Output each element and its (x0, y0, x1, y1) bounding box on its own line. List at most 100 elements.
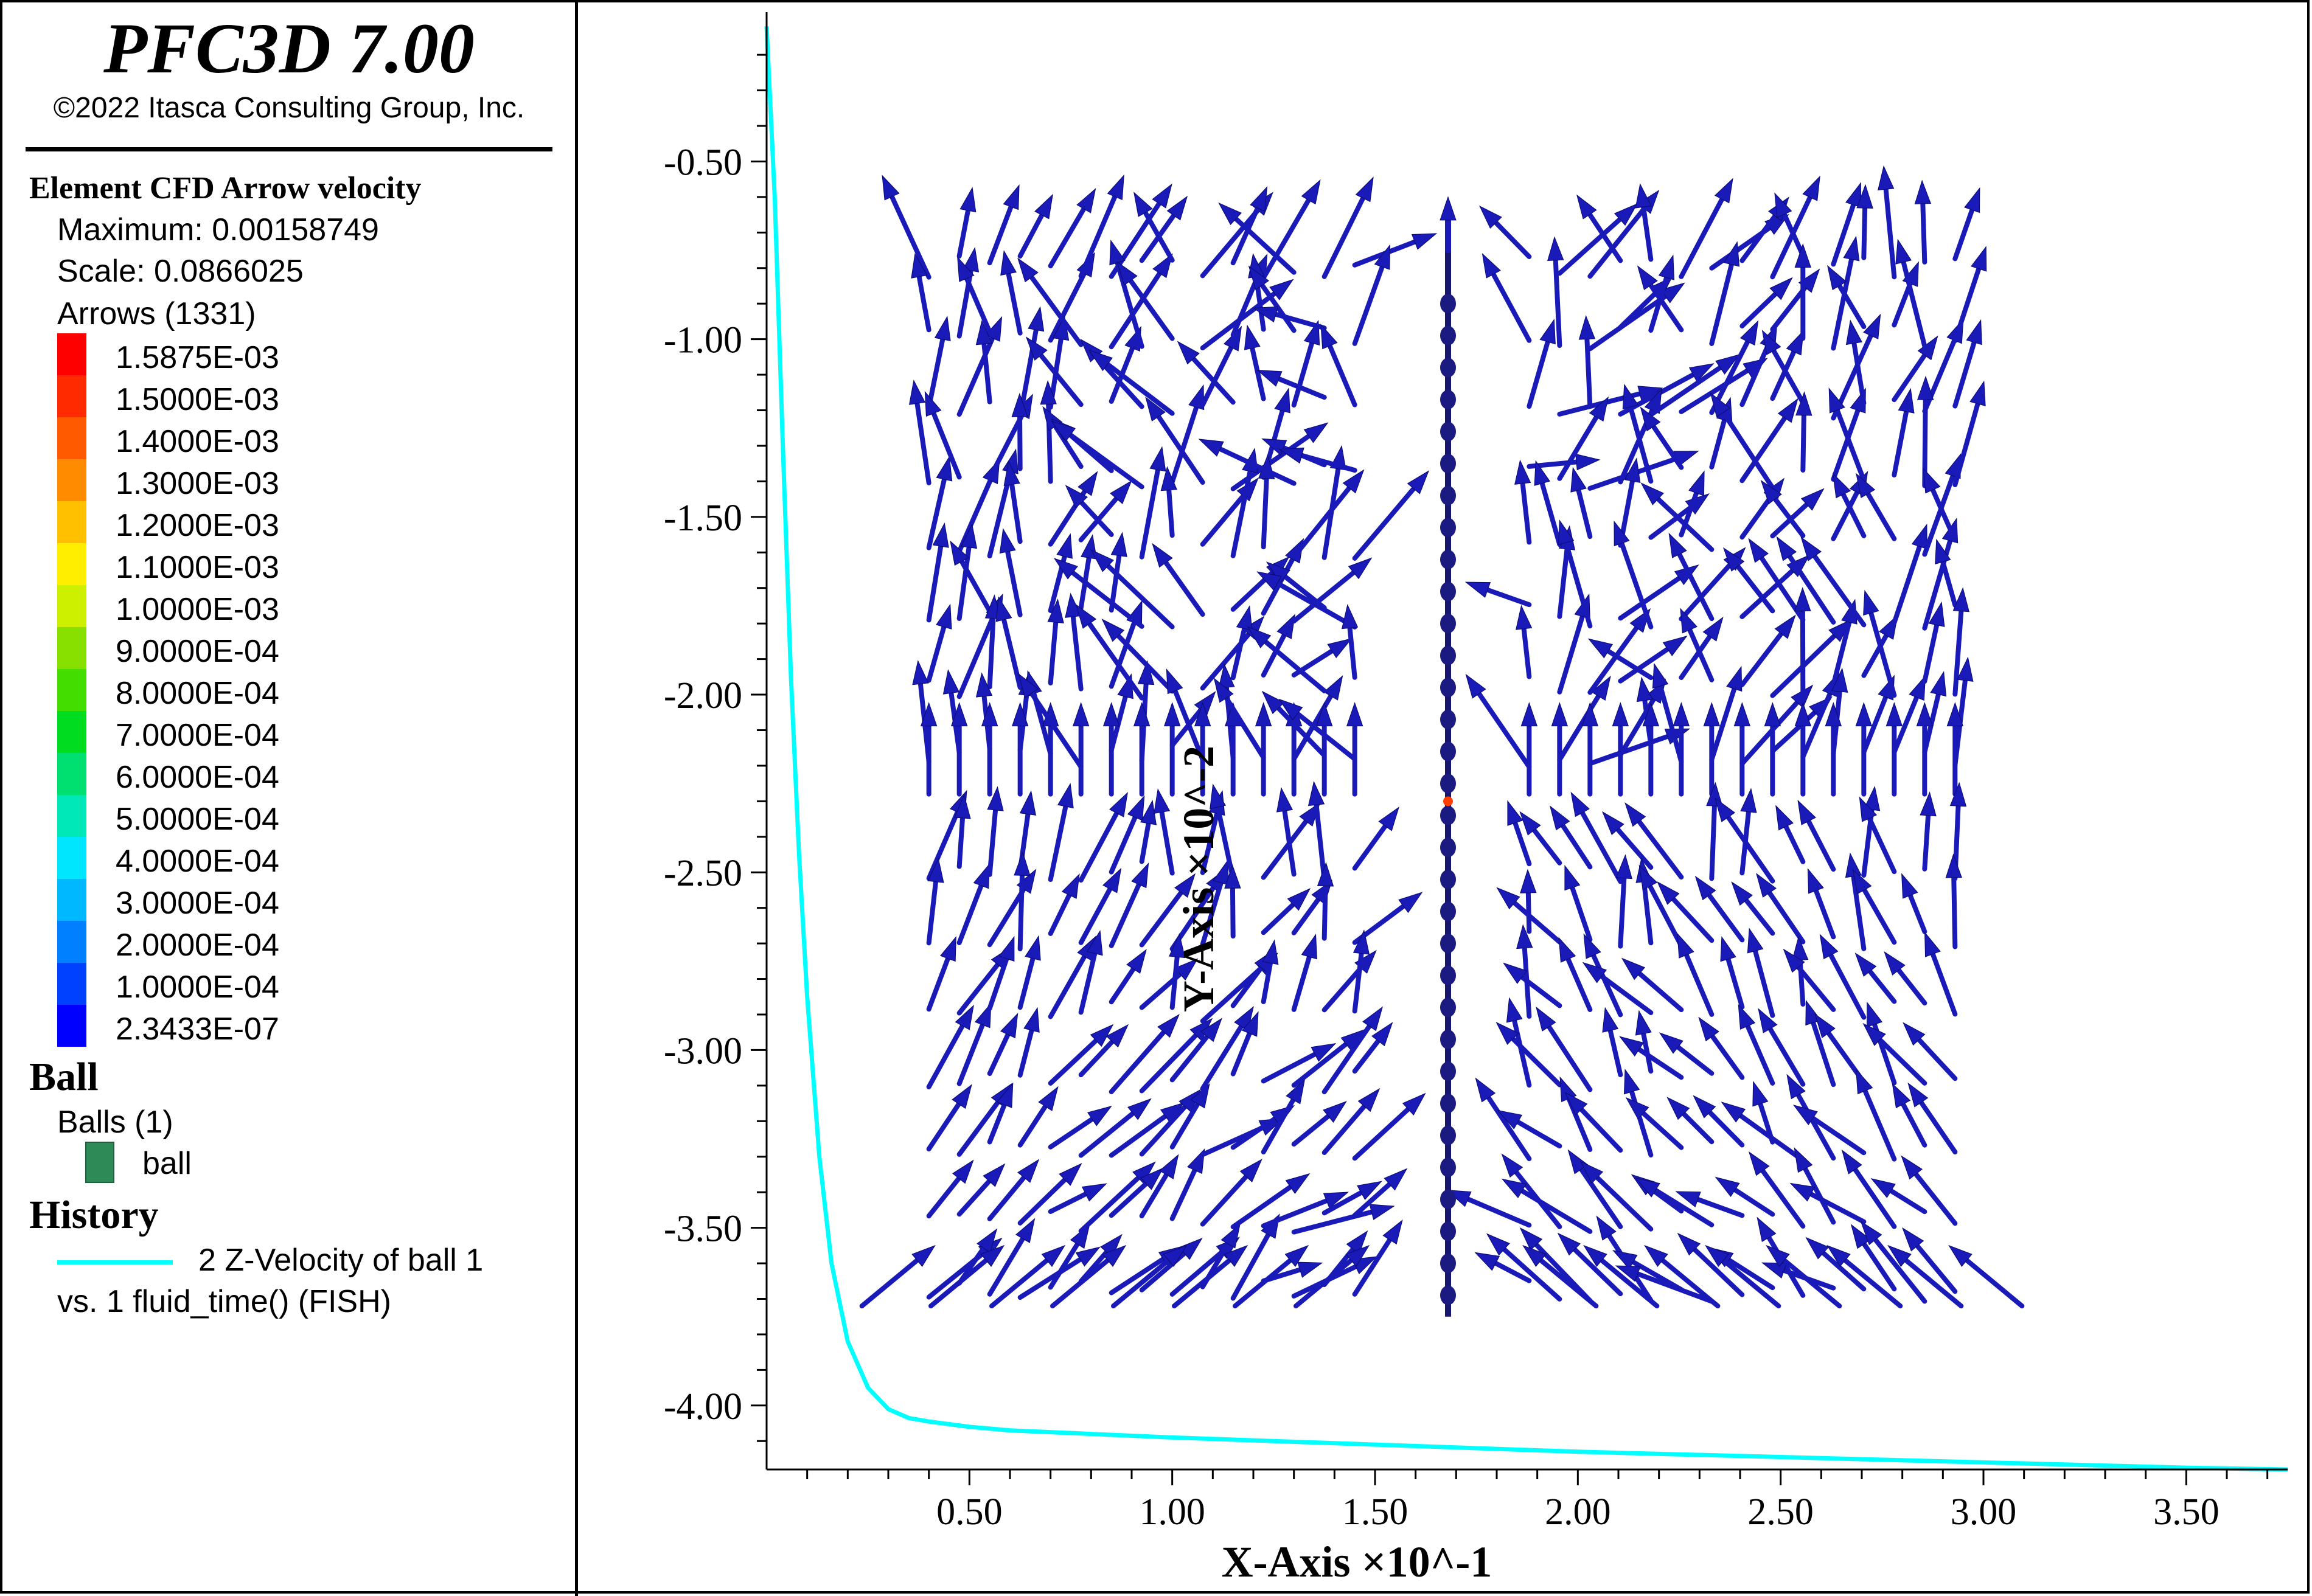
arrow-head (1152, 253, 1173, 279)
velocity-arrow (1252, 306, 1327, 331)
arrow-head (1266, 561, 1290, 583)
arrow-shaft (1760, 1168, 1806, 1229)
colorbar-label: 1.5875E-03 (116, 340, 279, 375)
velocity-arrow (1321, 1006, 1384, 1095)
arrow-head (1317, 862, 1334, 887)
velocity-arrow (1581, 702, 1599, 797)
arrow-shaft (1009, 482, 1023, 544)
arrow-head (1911, 523, 1927, 550)
arrow-head (1131, 862, 1149, 889)
velocity-arrow (1923, 468, 1958, 543)
arrow-shaft (1078, 1175, 1141, 1233)
arrow-shaft (1721, 410, 1775, 490)
arrow-head (1794, 243, 1811, 268)
velocity-arrow (1139, 1154, 1179, 1219)
velocity-arrow (1800, 536, 1867, 628)
arrow-head (1154, 788, 1171, 814)
arrow-head (1407, 470, 1430, 494)
arrow-section-title: Element CFD Arrow velocity (29, 171, 422, 206)
arrow-head (1075, 604, 1097, 629)
arrow-head (1850, 1224, 1872, 1249)
ball-count: Balls (1) (57, 1105, 173, 1140)
arrow-shaft (1865, 491, 1897, 541)
arrow-shaft (1743, 898, 1775, 936)
velocity-arrow (1903, 1022, 1958, 1081)
arrow-shaft (1230, 1030, 1252, 1077)
centerline-node (1440, 1125, 1456, 1145)
arrow-head (1198, 439, 1224, 457)
velocity-arrow (1198, 439, 1297, 486)
arrow-shaft (1048, 1192, 1088, 1214)
arrow-shaft (1842, 1258, 1903, 1309)
arrow-shaft (1261, 1052, 1318, 1084)
colorbar-label: 1.0000E-03 (116, 592, 279, 627)
arrow-maximum: Maximum: 0.00158749 (57, 212, 379, 248)
arrow-head (1776, 536, 1797, 561)
velocity-arrow (1668, 532, 1715, 622)
arrow-shaft (1048, 620, 1059, 685)
arrow-head (1758, 1008, 1778, 1033)
arrow-head (1581, 702, 1599, 727)
velocity-arrow (1133, 192, 1175, 263)
arrow-shaft (1837, 283, 1867, 330)
velocity-arrow (1317, 862, 1334, 941)
velocity-arrow (1261, 939, 1279, 1005)
velocity-arrow (975, 320, 993, 404)
arrow-head (1107, 174, 1124, 200)
velocity-arrow (1213, 678, 1266, 760)
velocity-arrow (1078, 534, 1098, 611)
arrow-shaft (1139, 1172, 1169, 1219)
velocity-arrow (1090, 549, 1175, 630)
arrow-shaft (1172, 1258, 1232, 1309)
arrow-count: Arrows (1331) (57, 296, 256, 331)
velocity-arrow (1072, 702, 1090, 797)
velocity-arrow (1109, 949, 1147, 1005)
arrow-head (1843, 235, 1860, 262)
colorbar-swatch (57, 963, 86, 1005)
arrow-shaft (1901, 259, 1927, 349)
velocity-arrow (1635, 1177, 1715, 1227)
arrow-shaft (1105, 361, 1175, 416)
arrow-head (1276, 787, 1294, 813)
arrow-shaft (1078, 194, 1118, 279)
arrow-head (1761, 1262, 1788, 1279)
velocity-arrow (1048, 471, 1098, 547)
arrow-head (1558, 519, 1575, 546)
arrow-head (1698, 1016, 1719, 1042)
velocity-arrow (1731, 881, 1775, 936)
arrow-head (1106, 1024, 1129, 1048)
arrow-shaft (1862, 887, 1897, 945)
velocity-arrow (1486, 1233, 1562, 1302)
colorbar-swatch (57, 669, 86, 711)
centerline-node (1440, 678, 1456, 698)
arrow-shaft (1800, 412, 1806, 473)
arrow-head (1867, 1001, 1883, 1028)
arrow-head (1152, 543, 1173, 568)
velocity-arrow (1218, 202, 1297, 275)
y-tick-label: -1.00 (664, 320, 742, 361)
arrow-shaft (1521, 626, 1532, 679)
velocity-arrow (1892, 1083, 1927, 1148)
arrow-head (1756, 873, 1777, 898)
velocity-arrow (1321, 949, 1377, 1013)
colorbar-label: 1.1000E-03 (116, 550, 279, 585)
arrow-head (1658, 254, 1675, 280)
arrow-head (1783, 948, 1805, 973)
arrow-shaft (1918, 1100, 1958, 1155)
colorbar-label: 6.0000E-04 (116, 760, 279, 795)
arrow-shaft (1802, 1166, 1836, 1225)
arrow-head (1668, 532, 1687, 558)
arrow-head (1675, 1191, 1701, 1207)
arrow-head (1315, 702, 1333, 727)
velocity-arrow (1757, 1216, 1806, 1298)
arrow-head (1384, 1168, 1408, 1191)
arrow-head (1723, 241, 1740, 267)
velocity-arrow (1261, 1043, 1337, 1084)
centerline-node (1440, 1094, 1456, 1114)
arrow-head (1901, 1155, 1923, 1180)
velocity-arrow (1694, 875, 1745, 943)
arrow-head (1615, 854, 1632, 880)
arrow-shaft (1735, 563, 1775, 614)
arrow-head (1152, 183, 1172, 209)
arrow-shaft (1709, 417, 1727, 470)
